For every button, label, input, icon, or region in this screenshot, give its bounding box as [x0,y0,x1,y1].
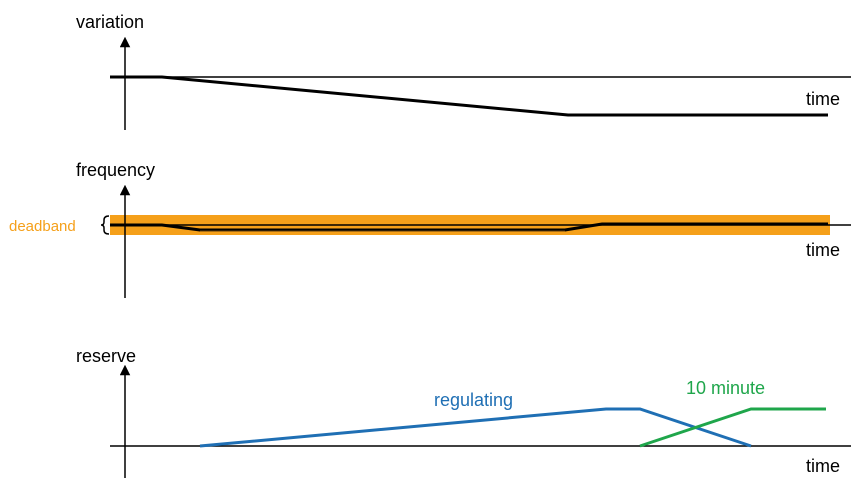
frequency-axis-label: frequency [76,160,155,180]
ten-minute-curve [639,407,826,448]
variation-axis-label: variation [76,12,144,32]
ten-minute-label: 10 minute [686,378,765,398]
deadband-label: deadband [9,218,76,235]
frequency-panel: frequency time deadband [9,160,851,298]
reserve-panel: reserve time regulating 10 minute [76,346,851,478]
variation-curve [110,75,828,117]
regulating-curve [199,407,752,448]
reserve-time-label: time [806,456,840,476]
frequency-time-label: time [806,240,840,260]
variation-panel: variation time [76,12,851,130]
frequency-curve [110,222,828,232]
regulating-label: regulating [434,390,513,410]
deadband-brace [100,215,110,235]
variation-time-label: time [806,89,840,109]
reserve-axis-label: reserve [76,346,136,366]
